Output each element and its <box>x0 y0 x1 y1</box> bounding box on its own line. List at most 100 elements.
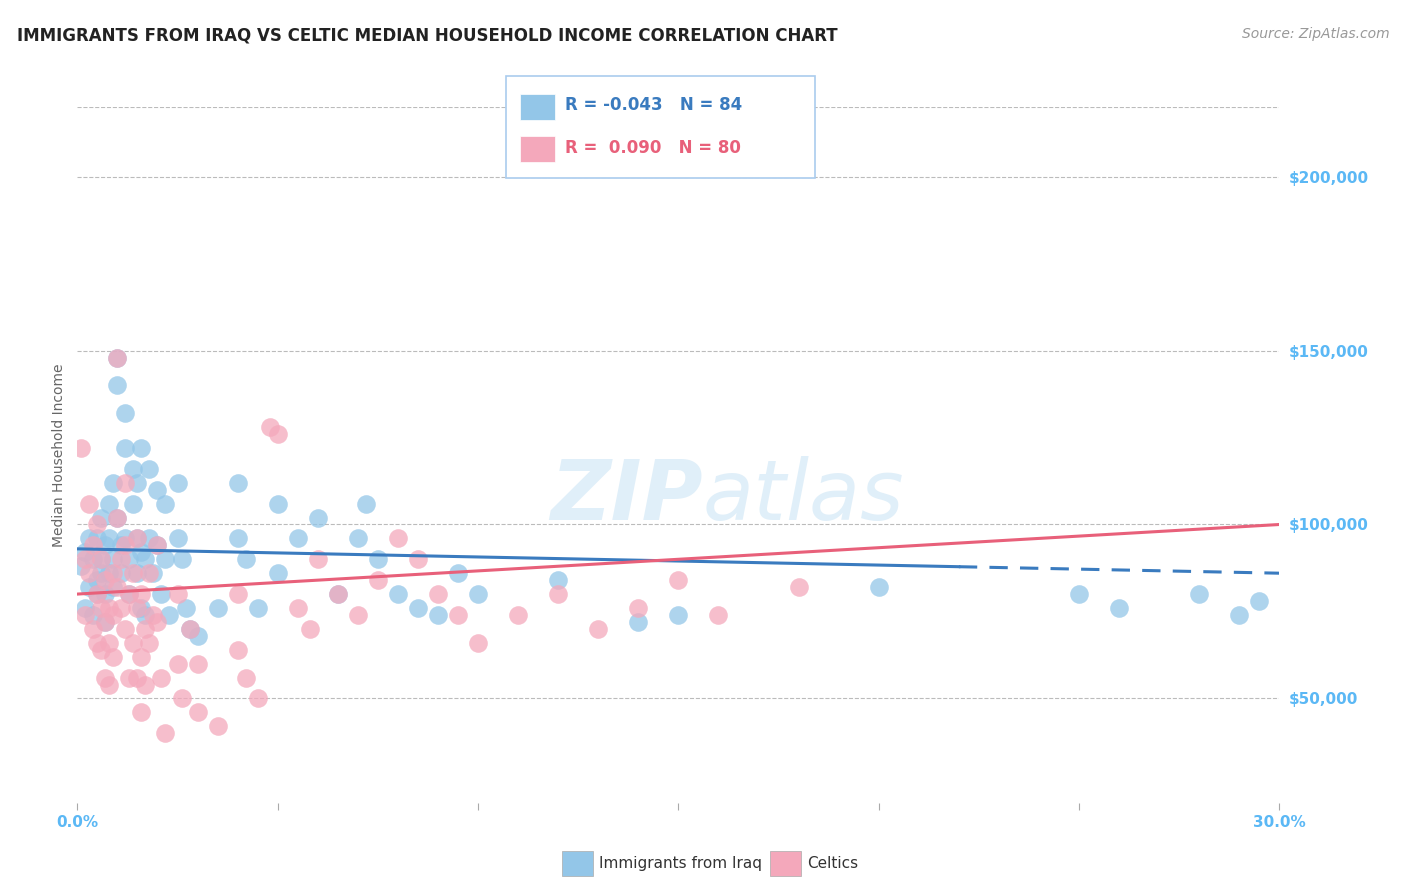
Point <box>447 566 470 581</box>
Point <box>447 607 470 622</box>
Text: R =  0.090   N = 80: R = 0.090 N = 80 <box>565 139 741 157</box>
Point <box>82 622 104 636</box>
Point <box>155 552 177 566</box>
Text: Celtics: Celtics <box>807 856 858 871</box>
Point <box>79 566 101 581</box>
Point <box>86 587 108 601</box>
Point <box>131 706 153 720</box>
Point <box>86 636 108 650</box>
Point <box>94 615 117 629</box>
Point <box>186 657 209 671</box>
Point <box>387 587 409 601</box>
Point <box>287 532 309 546</box>
Point <box>159 607 181 622</box>
Point <box>127 671 149 685</box>
Point <box>90 566 112 581</box>
Point <box>146 483 169 497</box>
Point <box>155 497 177 511</box>
Point <box>166 587 188 601</box>
Point <box>131 545 153 559</box>
Point <box>298 622 321 636</box>
Point <box>235 552 257 566</box>
Point <box>287 601 309 615</box>
Point <box>94 573 117 587</box>
Point <box>70 559 93 574</box>
Point <box>142 566 165 581</box>
Point <box>166 475 188 490</box>
Point <box>75 607 97 622</box>
Point <box>134 677 156 691</box>
Point <box>155 726 177 740</box>
Point <box>387 532 409 546</box>
Point <box>150 671 173 685</box>
Point <box>138 636 160 650</box>
Point <box>326 587 349 601</box>
Point <box>110 566 132 581</box>
Point <box>467 636 489 650</box>
Point <box>110 601 132 615</box>
Point <box>467 587 489 601</box>
Text: Immigrants from Iraq: Immigrants from Iraq <box>599 856 762 871</box>
Point <box>131 649 153 664</box>
Point <box>1108 601 1130 615</box>
Point <box>98 532 121 546</box>
Point <box>103 649 125 664</box>
Point <box>186 706 209 720</box>
Point <box>267 427 290 442</box>
Point <box>86 573 108 587</box>
Text: Source: ZipAtlas.com: Source: ZipAtlas.com <box>1241 27 1389 41</box>
Point <box>131 587 153 601</box>
Point <box>114 441 136 455</box>
Point <box>627 601 650 615</box>
Point <box>127 601 149 615</box>
Point <box>367 552 389 566</box>
Point <box>114 475 136 490</box>
Point <box>186 629 209 643</box>
Text: IMMIGRANTS FROM IRAQ VS CELTIC MEDIAN HOUSEHOLD INCOME CORRELATION CHART: IMMIGRANTS FROM IRAQ VS CELTIC MEDIAN HO… <box>17 27 838 45</box>
Point <box>94 538 117 552</box>
Point <box>427 607 450 622</box>
Point <box>118 671 141 685</box>
Point <box>75 601 97 615</box>
Point <box>114 538 136 552</box>
Point <box>207 601 229 615</box>
Point <box>90 601 112 615</box>
Point <box>82 552 104 566</box>
Point <box>547 573 569 587</box>
Point <box>103 566 125 581</box>
Text: R = -0.043   N = 84: R = -0.043 N = 84 <box>565 96 742 114</box>
Point <box>307 552 329 566</box>
Point <box>170 691 193 706</box>
Point <box>122 462 145 476</box>
Point <box>179 622 201 636</box>
Point <box>166 657 188 671</box>
Point <box>1188 587 1211 601</box>
Point <box>138 462 160 476</box>
Point <box>90 642 112 657</box>
Point <box>267 497 290 511</box>
Point <box>354 497 377 511</box>
Point <box>246 691 269 706</box>
Point <box>114 406 136 420</box>
Point <box>226 587 249 601</box>
Point <box>79 532 101 546</box>
Point <box>134 552 156 566</box>
Point <box>107 510 129 524</box>
Point <box>98 601 121 615</box>
Point <box>107 351 129 365</box>
Point <box>179 622 201 636</box>
Point <box>138 566 160 581</box>
Point <box>127 475 149 490</box>
Point <box>707 607 730 622</box>
Point <box>406 601 429 615</box>
Point <box>427 587 450 601</box>
Point <box>207 719 229 733</box>
Point <box>90 510 112 524</box>
Point <box>138 532 160 546</box>
Point <box>79 580 101 594</box>
Point <box>107 510 129 524</box>
Point <box>122 636 145 650</box>
Point <box>127 566 149 581</box>
Text: atlas: atlas <box>703 456 904 537</box>
Point <box>127 532 149 546</box>
